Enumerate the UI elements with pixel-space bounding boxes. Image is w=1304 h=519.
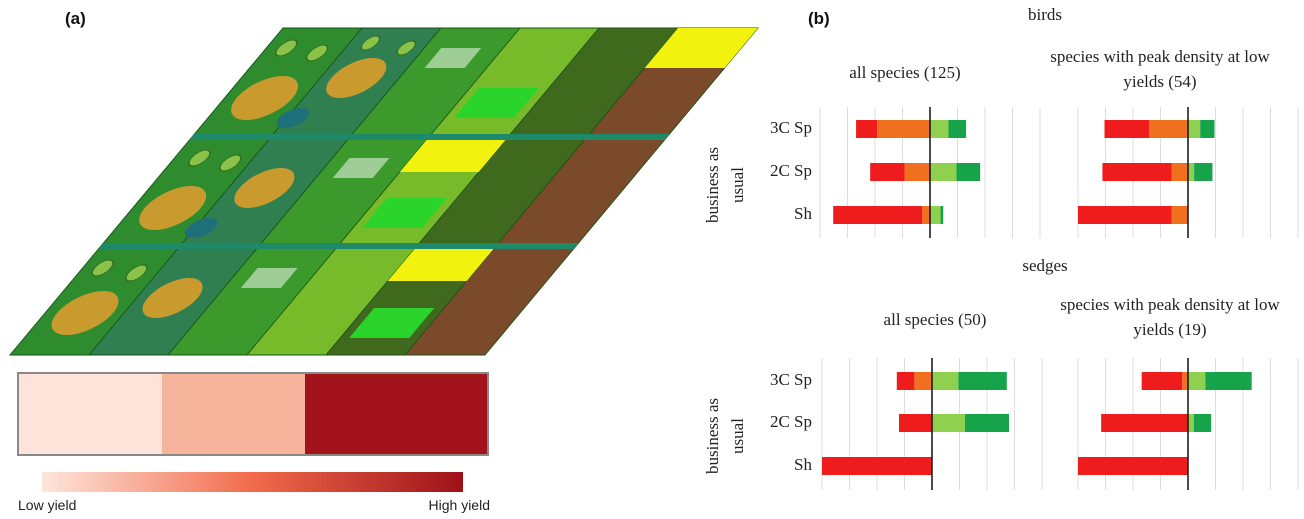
bar-segment bbox=[1200, 120, 1214, 138]
bar-segment bbox=[958, 372, 1006, 390]
panel-label: (b) bbox=[808, 9, 830, 28]
y-tick-label: 3C Sp bbox=[770, 370, 812, 389]
yield-bar bbox=[18, 373, 488, 492]
legend-label: High yield bbox=[429, 497, 490, 513]
page: {"panel_a": {"label": "(a)", "legend_low… bbox=[0, 0, 1304, 519]
bar-segment bbox=[1188, 414, 1194, 432]
bar-segment bbox=[930, 206, 941, 224]
bar-segment bbox=[1188, 163, 1194, 181]
bar-segment bbox=[1188, 120, 1200, 138]
y-tick-label: 2C Sp bbox=[770, 412, 812, 431]
y-tick-label: Sh bbox=[794, 204, 812, 223]
bar-segment bbox=[914, 372, 932, 390]
bar-segment bbox=[922, 206, 930, 224]
chart-title: all species (125) bbox=[805, 60, 1005, 85]
group-title: sedges bbox=[1022, 256, 1067, 275]
landscape-illustration bbox=[10, 28, 758, 355]
bar-segment bbox=[932, 414, 965, 432]
bar-segment bbox=[1205, 372, 1251, 390]
bar-segment bbox=[932, 372, 958, 390]
panel-label: (a) bbox=[65, 9, 86, 28]
yield-gradient bbox=[42, 472, 463, 492]
bar-segment bbox=[1149, 120, 1188, 138]
chart-title: species with peak density at low yields … bbox=[1055, 292, 1285, 342]
bar-segment bbox=[1188, 372, 1205, 390]
bar-segment bbox=[1101, 414, 1188, 432]
legend-label: Low yield bbox=[18, 497, 76, 513]
bar-segment bbox=[1078, 457, 1188, 475]
bar-segment bbox=[930, 120, 948, 138]
bar-segment bbox=[956, 163, 980, 181]
bar-segment bbox=[1194, 414, 1211, 432]
group-title: birds bbox=[1028, 5, 1062, 24]
bar-segment bbox=[870, 163, 904, 181]
bar-segment bbox=[897, 372, 915, 390]
bar-segment bbox=[822, 457, 932, 475]
chart-title: all species (50) bbox=[835, 307, 1035, 332]
bar-segment bbox=[1194, 163, 1212, 181]
y-tick-label: Sh bbox=[794, 455, 812, 474]
bar-segment bbox=[1172, 163, 1188, 181]
bar-segment bbox=[941, 206, 944, 224]
bar-segment bbox=[1102, 163, 1171, 181]
bar-segment bbox=[1142, 372, 1183, 390]
bar-segment bbox=[904, 163, 930, 181]
bar-segment bbox=[1182, 372, 1188, 390]
chart-title: species with peak density at low yields … bbox=[1045, 44, 1275, 94]
bar-segment bbox=[965, 414, 1009, 432]
bar-segment bbox=[948, 120, 966, 138]
bar-segment bbox=[877, 120, 930, 138]
bar-segment bbox=[1172, 206, 1188, 224]
bar-segment bbox=[930, 163, 956, 181]
bar-segment bbox=[899, 414, 932, 432]
bar-segment bbox=[833, 206, 922, 224]
row-label: business as usual bbox=[700, 130, 750, 240]
y-tick-label: 3C Sp bbox=[770, 118, 812, 137]
row-label: business as usual bbox=[700, 381, 750, 491]
bar-segment bbox=[856, 120, 877, 138]
y-tick-label: 2C Sp bbox=[770, 161, 812, 180]
bar-segment bbox=[1078, 206, 1172, 224]
bar-segment bbox=[1104, 120, 1149, 138]
